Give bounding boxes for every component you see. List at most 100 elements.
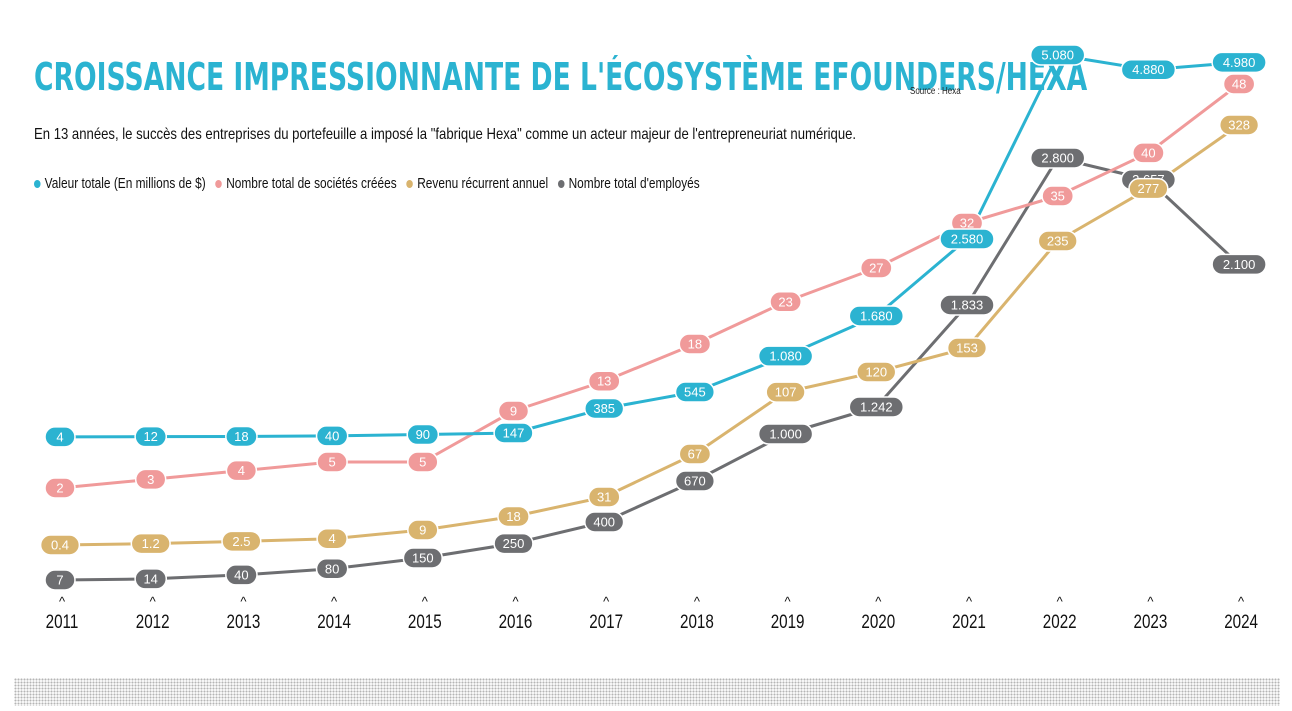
data-label: 90 xyxy=(416,427,430,442)
data-label: 27 xyxy=(869,261,883,276)
data-label: 1.000 xyxy=(769,427,802,442)
tick-caret-icon: ^ xyxy=(1238,594,1245,609)
legend-dot-icon xyxy=(215,180,223,188)
data-pill xyxy=(1132,142,1165,164)
data-pill xyxy=(221,530,262,553)
data-pill xyxy=(316,527,348,550)
data-label: 4 xyxy=(328,531,335,546)
data-point: 147 xyxy=(493,422,534,444)
legend-dot-icon xyxy=(406,180,414,188)
data-point: 250 xyxy=(493,532,534,555)
data-point: 40 xyxy=(315,425,349,447)
tick-caret-icon: ^ xyxy=(875,594,882,609)
data-pill xyxy=(587,370,621,392)
data-label: 2 xyxy=(56,481,63,496)
data-pill xyxy=(939,294,995,316)
tick-caret-icon: ^ xyxy=(240,594,247,609)
chart-subtitle: En 13 années, le succès des entreprises … xyxy=(34,126,857,143)
data-point: 107 xyxy=(765,381,806,403)
tick-caret-icon: ^ xyxy=(966,594,973,609)
data-pill xyxy=(1029,44,1086,66)
data-label: 2.100 xyxy=(1223,257,1256,272)
x-tick-label: 2014 xyxy=(317,610,351,632)
data-label: 1.080 xyxy=(769,349,802,364)
data-point: 328 xyxy=(1218,114,1260,136)
data-pill xyxy=(134,425,168,448)
data-point: 5.080 xyxy=(1029,44,1086,66)
tick-caret-icon: ^ xyxy=(331,594,338,609)
data-label: 5.080 xyxy=(1041,48,1074,63)
x-tick-label: 2020 xyxy=(861,610,895,632)
data-point: 153 xyxy=(946,337,988,359)
data-pill xyxy=(848,396,905,418)
data-pill xyxy=(1120,58,1177,81)
tick-caret-icon: ^ xyxy=(603,594,610,609)
data-point: 23 xyxy=(769,291,802,313)
legend-item-societes: Nombre total de sociétés créées xyxy=(215,176,397,192)
data-label: 4.980 xyxy=(1223,55,1256,70)
data-pill xyxy=(939,228,995,250)
data-point: 5 xyxy=(407,451,439,473)
data-pill xyxy=(130,532,171,555)
data-label: 40 xyxy=(234,567,248,582)
x-tick-label: 2011 xyxy=(46,610,79,632)
data-label: 120 xyxy=(865,365,887,380)
data-point: 40 xyxy=(1132,142,1165,164)
data-pill xyxy=(769,291,802,313)
data-point: 2.100 xyxy=(1211,253,1267,276)
data-pill xyxy=(493,422,534,444)
data-pill xyxy=(1211,51,1267,74)
legend-label: Revenu récurrent annuel xyxy=(417,176,549,192)
data-label: 2.5 xyxy=(232,534,250,549)
chart-source: Source : Hexa xyxy=(910,86,961,97)
tick-caret-icon: ^ xyxy=(512,594,519,609)
tick-caret-icon: ^ xyxy=(694,594,701,609)
x-tick-label: 2022 xyxy=(1043,610,1077,632)
data-point: 67 xyxy=(678,443,712,465)
tick-caret-icon: ^ xyxy=(1057,594,1064,609)
data-label: 670 xyxy=(684,474,706,489)
tick-caret-icon: ^ xyxy=(59,594,66,609)
data-pill xyxy=(1041,185,1075,207)
data-pill xyxy=(1037,230,1078,252)
data-label: 40 xyxy=(1141,145,1155,160)
x-tick-label: 2012 xyxy=(136,610,170,632)
data-pill xyxy=(584,397,625,420)
data-label: 277 xyxy=(1138,181,1160,196)
x-tick-label: 2017 xyxy=(589,610,623,632)
x-tick-label: 2018 xyxy=(680,610,714,632)
data-point: 1.680 xyxy=(848,305,905,327)
data-pill xyxy=(856,361,897,383)
data-point: 2.5 xyxy=(221,530,262,553)
data-pill xyxy=(757,423,814,445)
data-pill xyxy=(402,547,443,569)
data-pill xyxy=(848,305,905,327)
legend-dot-icon xyxy=(34,180,41,188)
data-pill xyxy=(497,505,530,528)
data-pill xyxy=(1211,253,1267,276)
data-label: 4 xyxy=(238,463,245,478)
data-label: 67 xyxy=(688,447,702,462)
tick-caret-icon: ^ xyxy=(150,594,157,609)
data-label: 14 xyxy=(143,571,157,586)
data-label: 3 xyxy=(147,472,154,487)
data-label: 13 xyxy=(597,374,611,389)
data-pill xyxy=(674,381,716,403)
data-pill xyxy=(859,257,893,279)
data-point: 385 xyxy=(584,397,625,420)
data-point: 40 xyxy=(225,564,258,586)
legend-item-revenu: Revenu récurrent annuel xyxy=(406,176,549,192)
legend-label: Nombre total de sociétés créées xyxy=(226,176,397,192)
data-label: 48 xyxy=(1232,77,1246,92)
legend-label: Nombre total d'employés xyxy=(568,176,700,192)
data-point: 18 xyxy=(225,425,258,448)
data-pill xyxy=(407,519,439,541)
data-pill xyxy=(674,470,716,492)
data-pill xyxy=(946,337,988,359)
data-label: 12 xyxy=(143,429,157,444)
data-pill xyxy=(493,532,534,555)
data-label: 23 xyxy=(778,294,792,309)
data-pill xyxy=(497,400,530,422)
data-label: 147 xyxy=(503,426,525,441)
